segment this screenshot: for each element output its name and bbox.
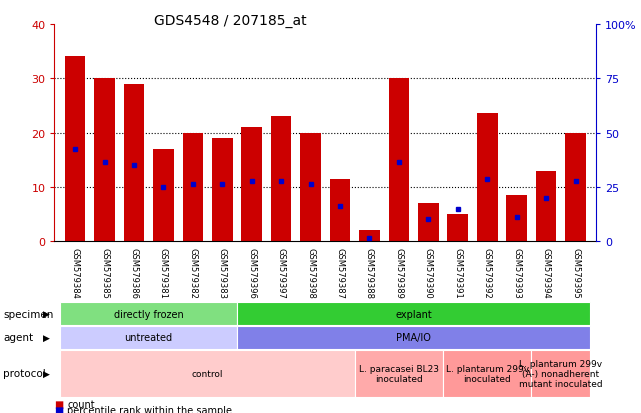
Bar [418,204,438,242]
Text: control: control [192,369,223,378]
Text: directly frozen: directly frozen [114,309,183,319]
Text: GSM579385: GSM579385 [100,247,109,298]
Text: GSM579387: GSM579387 [335,247,344,298]
Text: GSM579390: GSM579390 [424,247,433,298]
Bar [60,326,237,349]
Bar [565,133,586,242]
Text: GDS4548 / 207185_at: GDS4548 / 207185_at [154,14,307,28]
Text: ▶: ▶ [43,333,50,342]
Bar [94,79,115,242]
Text: GSM579394: GSM579394 [542,247,551,298]
Text: untreated: untreated [124,332,172,343]
Bar [183,133,203,242]
Text: GSM579383: GSM579383 [218,247,227,298]
Bar [359,231,379,242]
Text: GSM579388: GSM579388 [365,247,374,298]
Bar [506,195,527,242]
Bar [443,350,531,397]
Bar [153,150,174,242]
Text: GSM579389: GSM579389 [394,247,403,298]
Bar [477,114,497,242]
Text: GSM579393: GSM579393 [512,247,521,298]
Bar [237,303,590,325]
Bar [354,350,443,397]
Text: GSM579382: GSM579382 [188,247,197,298]
Text: GSM579397: GSM579397 [277,247,286,298]
Bar [300,133,321,242]
Text: percentile rank within the sample: percentile rank within the sample [67,405,232,413]
Bar [329,179,351,242]
Text: protocol: protocol [3,368,46,379]
Text: L. plantarum 299v
inoculated: L. plantarum 299v inoculated [445,364,529,383]
Text: count: count [67,399,95,409]
Text: GSM579398: GSM579398 [306,247,315,298]
Bar [531,350,590,397]
Text: specimen: specimen [3,309,54,319]
Text: ■: ■ [54,399,63,409]
Bar [388,79,409,242]
Text: GSM579381: GSM579381 [159,247,168,298]
Text: GSM579395: GSM579395 [571,247,580,298]
Bar [60,350,354,397]
Bar [60,303,237,325]
Bar [536,171,556,242]
Text: L. plantarum 299v
(A-) nonadherent
mutant inoculated: L. plantarum 299v (A-) nonadherent mutan… [519,359,603,388]
Text: ■: ■ [54,405,63,413]
Text: agent: agent [3,332,33,343]
Bar [65,57,85,242]
Bar [242,128,262,242]
Text: GSM579391: GSM579391 [453,247,462,298]
Text: L. paracasei BL23
inoculated: L. paracasei BL23 inoculated [359,364,439,383]
Text: ▶: ▶ [43,310,50,318]
Text: GSM579396: GSM579396 [247,247,256,298]
Text: GSM579384: GSM579384 [71,247,79,298]
Bar [237,326,590,349]
Bar [447,214,468,242]
Text: explant: explant [395,309,432,319]
Text: PMA/IO: PMA/IO [396,332,431,343]
Bar [212,139,233,242]
Text: GSM579392: GSM579392 [483,247,492,298]
Bar [124,84,144,242]
Bar [271,117,292,242]
Text: GSM579386: GSM579386 [129,247,138,298]
Text: ▶: ▶ [43,369,50,378]
